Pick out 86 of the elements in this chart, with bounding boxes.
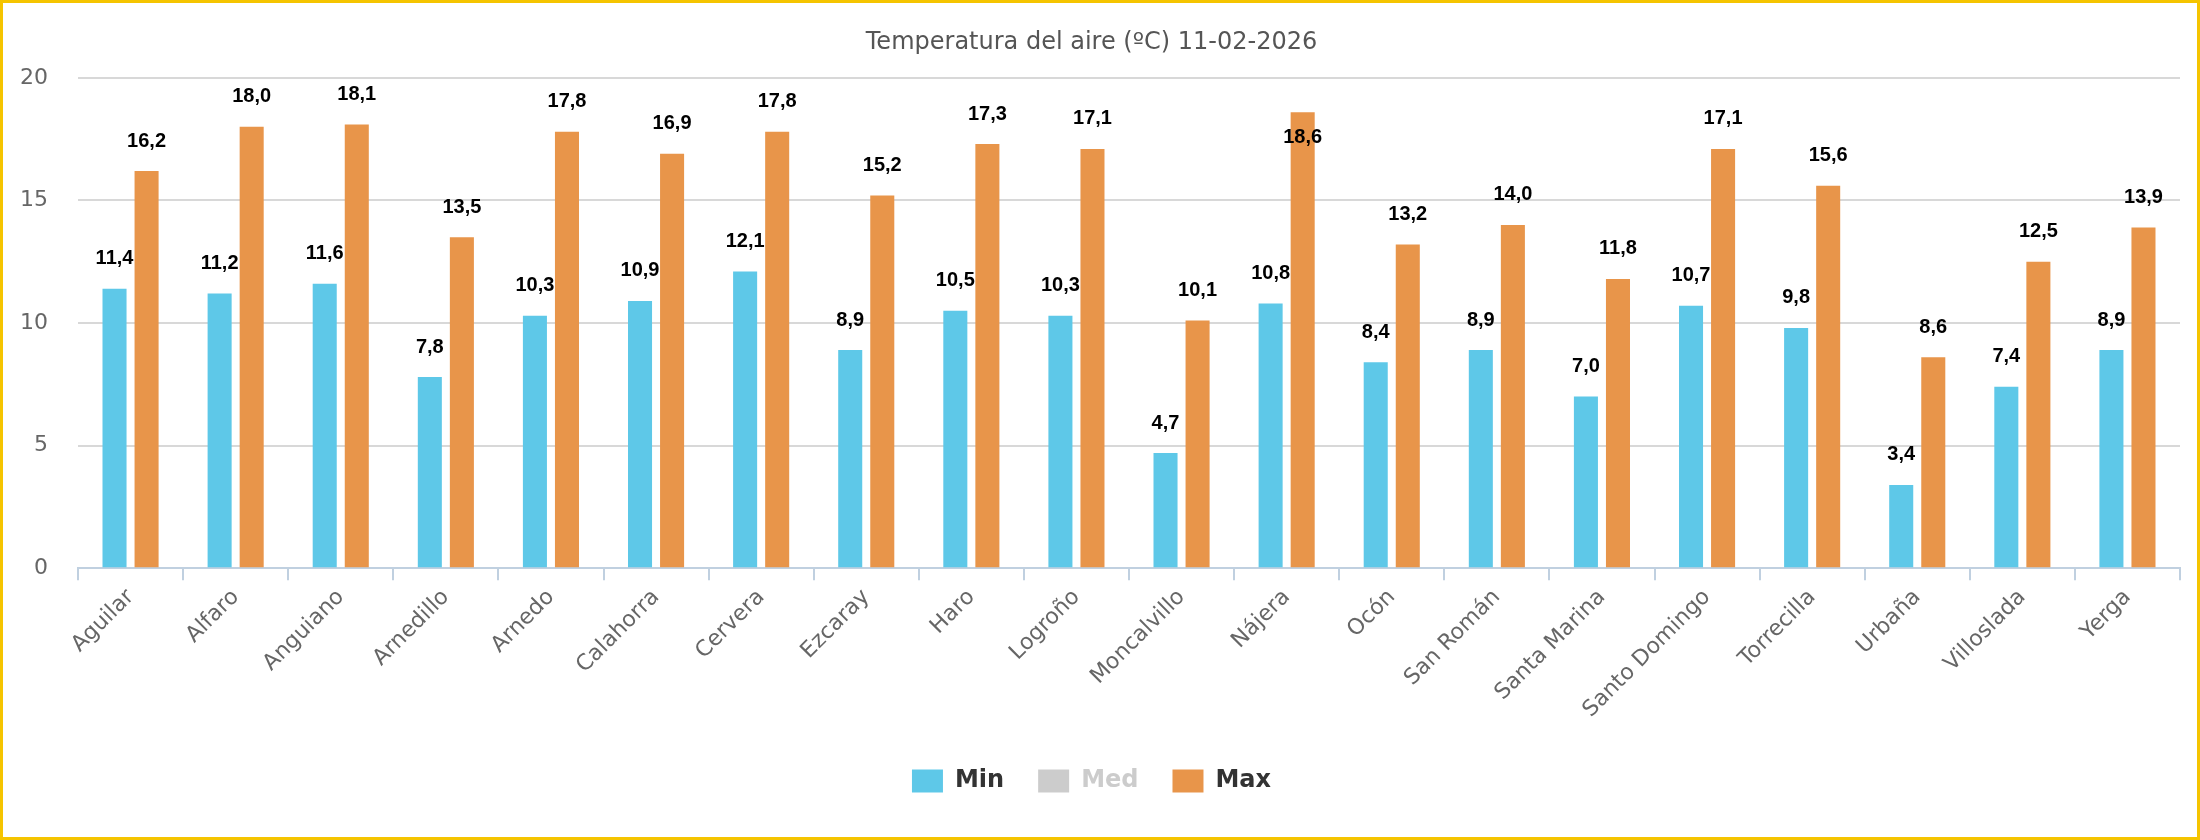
data-label: 11,6: [305, 241, 344, 264]
data-label: 8,6: [1919, 314, 1948, 337]
y-tick-label: 10: [20, 308, 48, 334]
data-label: 11,8: [1599, 236, 1637, 259]
bar: [417, 376, 442, 568]
data-label: 3,4: [1887, 442, 1916, 465]
bar: [870, 195, 895, 568]
data-label: 12,1: [725, 229, 765, 252]
y-tick-label: 0: [34, 554, 48, 579]
bar: [2026, 261, 2051, 568]
bar: [765, 131, 790, 568]
data-label: 17,1: [1073, 106, 1112, 129]
bar: [2099, 350, 2124, 568]
data-label: 4,7: [1151, 410, 1180, 433]
bar: [1048, 315, 1073, 568]
bar: [1500, 224, 1525, 568]
bar: [1921, 357, 1946, 568]
bar: [1080, 148, 1105, 568]
data-label: 13,9: [2124, 184, 2163, 207]
bar: [1605, 278, 1630, 568]
bar: [207, 293, 232, 568]
data-label: 10,7: [1671, 263, 1711, 286]
bar: [1816, 185, 1841, 568]
data-label: 16,2: [127, 128, 167, 151]
data-label: 17,3: [967, 101, 1007, 124]
data-label: 15,2: [862, 153, 902, 176]
bar: [102, 288, 127, 568]
bar: [134, 170, 159, 568]
bar: [1889, 484, 1914, 568]
bar: [1679, 305, 1704, 568]
data-label: 10,5: [935, 268, 975, 291]
data-label: 14,0: [1493, 182, 1533, 205]
data-label: 15,6: [1808, 143, 1848, 166]
bar: [1468, 350, 1493, 568]
y-tick-label: 5: [34, 431, 48, 457]
data-label: 7,4: [1992, 344, 2022, 367]
bar: [449, 237, 474, 568]
bar: [733, 271, 758, 568]
data-label: 18,1: [337, 81, 377, 104]
bar: [2131, 227, 2156, 568]
data-label: 9,8: [1782, 285, 1811, 308]
data-label: 17,1: [1703, 106, 1743, 129]
legend-label: Max: [1215, 765, 1272, 794]
data-label: 10,8: [1251, 260, 1291, 283]
data-label: 10,3: [515, 273, 555, 296]
data-label: 12,5: [2018, 219, 2058, 242]
data-label: 17,8: [757, 89, 797, 112]
bar: [1395, 244, 1420, 568]
bar: [943, 310, 968, 568]
data-label: 13,5: [442, 194, 482, 217]
bar: [522, 315, 547, 568]
data-label: 18,0: [232, 84, 272, 107]
bar: [344, 124, 369, 568]
data-label: 8,9: [2097, 307, 2126, 330]
data-label: 8,9: [836, 307, 865, 330]
bar: [554, 131, 579, 568]
data-label: 8,9: [1466, 307, 1495, 330]
bar: [1258, 303, 1283, 568]
data-label: 7,0: [1572, 354, 1600, 377]
bar: [628, 300, 653, 568]
data-label: 7,8: [415, 334, 444, 357]
bar: [660, 153, 685, 568]
data-label: 17,8: [547, 89, 587, 112]
bar: [1784, 327, 1809, 568]
bar: [1994, 386, 2019, 568]
data-label: 10,3: [1040, 273, 1080, 296]
data-label: 11,2: [200, 251, 239, 274]
chart-title: Temperatura del aire (ºC) 11-02-2026: [864, 26, 1318, 55]
data-label: 13,2: [1388, 202, 1428, 225]
bar: [312, 283, 337, 568]
data-label: 16,9: [652, 111, 692, 134]
legend-label: Min: [954, 765, 1005, 794]
bar: [975, 144, 1000, 568]
data-label: 10,1: [1178, 278, 1218, 301]
bar: [838, 350, 863, 568]
data-label: 11,4: [95, 246, 135, 269]
data-label: 10,9: [620, 258, 660, 281]
bar: [239, 126, 264, 568]
data-label: 8,4: [1361, 319, 1391, 342]
bar: [1573, 396, 1598, 568]
y-tick-label: 15: [20, 186, 48, 212]
bar: [1185, 320, 1210, 568]
bar: [1711, 148, 1736, 568]
y-tick-label: 20: [20, 63, 48, 89]
bar: [1363, 362, 1388, 568]
bar: [1153, 453, 1178, 568]
